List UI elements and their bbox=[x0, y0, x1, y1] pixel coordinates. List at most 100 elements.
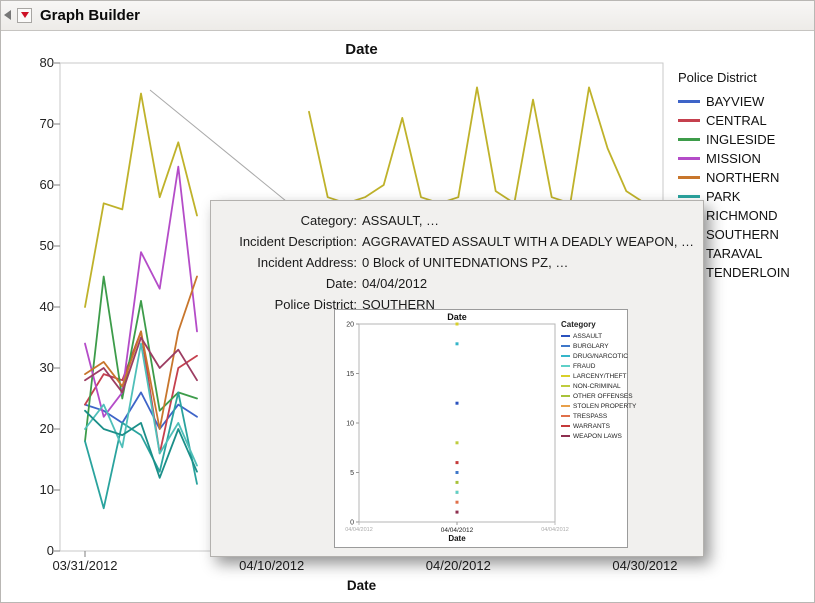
svg-text:10: 10 bbox=[346, 421, 354, 428]
y-tick-label: 30 bbox=[39, 360, 54, 375]
mini-legend-label: OTHER OFFENSES bbox=[573, 392, 633, 400]
mini-legend-label: ASSAULT bbox=[573, 332, 603, 340]
mini-point-warrants bbox=[455, 461, 459, 465]
x-tick-label: 04/20/2012 bbox=[425, 558, 491, 573]
series-tenderloin bbox=[84, 336, 198, 394]
legend-color-swatch bbox=[678, 100, 700, 103]
svg-text:04/04/2012: 04/04/2012 bbox=[441, 527, 474, 534]
legend-label: RICHMOND bbox=[706, 208, 778, 223]
y-tick-label: 50 bbox=[39, 238, 54, 253]
mini-legend-label: NON-CRIMINAL bbox=[573, 382, 621, 390]
mini-chart-graphlet[interactable]: Date 0 5 10 15 20 04/04/2012 04/04/2012 04/04/2… bbox=[334, 309, 636, 548]
mini-legend-item: STOLEN PROPERTY bbox=[561, 401, 636, 411]
tooltip-row-label: Incident Address: bbox=[257, 255, 357, 270]
police-district-legend: Police District BAYVIEW CENTRAL INGLESIDE M… bbox=[678, 70, 790, 282]
series-bayview bbox=[84, 391, 198, 430]
tooltip-text-rows: Category: ASSAULT, … Incident Description:… bbox=[211, 213, 695, 318]
y-tick-label: 10 bbox=[39, 482, 54, 497]
mini-point-weapon laws bbox=[455, 510, 459, 514]
legend-label: MISSION bbox=[706, 151, 761, 166]
y-tick-label: 0 bbox=[46, 543, 54, 558]
mini-point-non-criminal bbox=[455, 441, 459, 445]
mini-legend-color-swatch bbox=[561, 355, 570, 357]
svg-text:15: 15 bbox=[346, 371, 354, 378]
legend-color-swatch bbox=[678, 157, 700, 160]
mini-point-other offenses bbox=[455, 480, 459, 484]
mini-legend-color-swatch bbox=[561, 375, 570, 377]
svg-text:04/04/2012: 04/04/2012 bbox=[345, 527, 373, 533]
mini-legend-item: LARCENY/THEFT bbox=[561, 371, 626, 381]
mini-legend-title: Category bbox=[561, 320, 596, 329]
x-tick-label: 04/10/2012 bbox=[239, 558, 305, 573]
legend-label: CENTRAL bbox=[706, 113, 767, 128]
mini-legend-item: DRUG/NARCOTIC bbox=[561, 351, 628, 361]
tooltip-row-label: Date: bbox=[325, 276, 357, 291]
mini-category-legend: Category ASSAULT BURGLARY DRUG/NARCOTIC FRA… bbox=[561, 320, 636, 441]
hover-label-tooltip: Category: ASSAULT, … Incident Description:… bbox=[210, 200, 704, 557]
mini-legend-label: BURGLARY bbox=[573, 342, 609, 350]
y-tick-label: 20 bbox=[39, 421, 54, 436]
mini-legend-color-swatch bbox=[561, 405, 570, 407]
series-northern bbox=[84, 275, 198, 430]
series-taraval bbox=[84, 409, 198, 479]
legend-label: NORTHERN bbox=[706, 170, 780, 185]
svg-text:5: 5 bbox=[350, 470, 354, 477]
mini-legend-label: DRUG/NARCOTIC bbox=[573, 352, 628, 360]
legend-item-park[interactable]: PARK bbox=[678, 187, 790, 206]
title-bar: Graph Builder bbox=[0, 0, 815, 31]
legend-color-swatch bbox=[678, 195, 700, 198]
series-mission bbox=[84, 165, 198, 418]
mini-point-trespass bbox=[455, 500, 459, 504]
legend-label: TENDERLOIN bbox=[706, 265, 790, 280]
series-park bbox=[84, 391, 198, 510]
mini-legend-label: FRAUD bbox=[573, 362, 596, 370]
legend-item-central[interactable]: CENTRAL bbox=[678, 111, 790, 130]
legend-item-mission[interactable]: MISSION bbox=[678, 149, 790, 168]
tooltip-row: Incident Description: AGGRAVATED ASSAULT … bbox=[211, 234, 695, 255]
series-southern bbox=[84, 92, 198, 308]
legend-item-list: BAYVIEW CENTRAL INGLESIDE MISSION NORTHERN PA… bbox=[678, 92, 790, 282]
legend-label: BAYVIEW bbox=[706, 94, 765, 109]
svg-text:04/04/2012: 04/04/2012 bbox=[541, 527, 569, 533]
mini-legend-item: NON-CRIMINAL bbox=[561, 381, 625, 391]
x-tick-label: 04/30/2012 bbox=[612, 558, 678, 573]
chart-title: Date bbox=[345, 41, 378, 58]
tooltip-row-value: SOUTHERN bbox=[362, 297, 435, 312]
collapse-panel-icon[interactable] bbox=[4, 10, 11, 20]
legend-item-northern[interactable]: NORTHERN bbox=[678, 168, 790, 187]
mini-point-burglary bbox=[455, 471, 459, 474]
mini-legend-item: OTHER OFFENSES bbox=[561, 391, 633, 401]
legend-item-ingleside[interactable]: INGLESIDE bbox=[678, 130, 790, 149]
report-title: Graph Builder bbox=[40, 6, 141, 24]
tooltip-row-label: Category: bbox=[300, 213, 357, 228]
tooltip-row-value: 04/04/2012 bbox=[362, 276, 428, 291]
legend-color-swatch bbox=[678, 138, 700, 141]
mini-legend-color-swatch bbox=[561, 435, 570, 437]
tooltip-row: Date: 04/04/2012 bbox=[211, 276, 695, 297]
mini-x-axis-label: Date bbox=[448, 534, 466, 543]
mini-legend-color-swatch bbox=[561, 365, 570, 367]
y-tick-label: 80 bbox=[39, 55, 54, 70]
legend-color-swatch bbox=[678, 176, 700, 179]
tooltip-row: Police District: SOUTHERN bbox=[211, 297, 695, 318]
mini-legend-label: WARRANTS bbox=[573, 422, 610, 430]
legend-label: TARAVAL bbox=[706, 246, 763, 261]
svg-text:20: 20 bbox=[346, 322, 354, 329]
mini-legend-color-swatch bbox=[561, 395, 570, 397]
mini-legend-label: STOLEN PROPERTY bbox=[573, 402, 637, 410]
svg-text:0: 0 bbox=[350, 520, 354, 527]
red-triangle-menu-icon[interactable] bbox=[17, 7, 32, 23]
mini-legend-color-swatch bbox=[561, 415, 570, 417]
mini-legend-label: TRESPASS bbox=[573, 412, 608, 420]
mini-point-larceny/theft bbox=[455, 322, 459, 326]
mini-legend-color-swatch bbox=[561, 425, 570, 427]
mini-chart-title: Date bbox=[447, 312, 467, 322]
legend-item-bayview[interactable]: BAYVIEW bbox=[678, 92, 790, 111]
series-southern bbox=[308, 86, 646, 205]
mini-legend-item: TRESPASS bbox=[561, 411, 625, 421]
y-tick-label: 70 bbox=[39, 116, 54, 131]
mini-legend-item: FRAUD bbox=[561, 361, 625, 371]
legend-title: Police District bbox=[678, 70, 757, 85]
legend-label: SOUTHERN bbox=[706, 227, 779, 242]
